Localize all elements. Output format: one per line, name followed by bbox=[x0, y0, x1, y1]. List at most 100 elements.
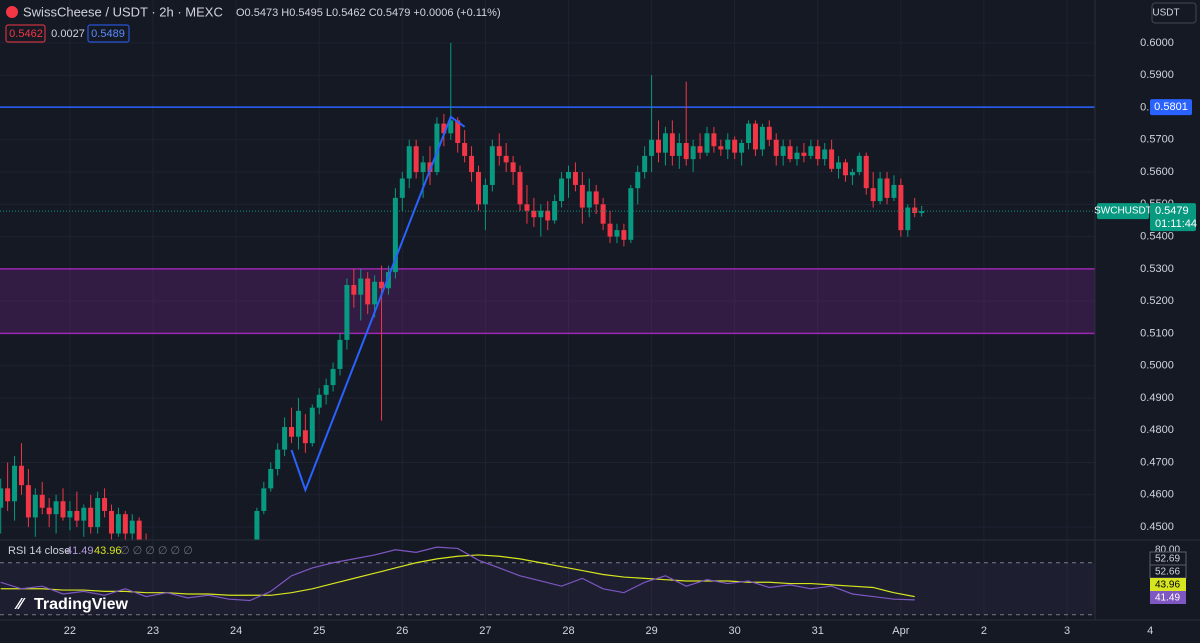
y-tick-label: 0.6000 bbox=[1140, 37, 1174, 49]
zigzag bbox=[290, 115, 466, 493]
candle-body bbox=[503, 155, 509, 163]
candle-body bbox=[136, 520, 142, 540]
candle-body bbox=[344, 285, 350, 340]
candle-body bbox=[870, 188, 876, 202]
rsi-value-box bbox=[1150, 591, 1186, 604]
candle-body bbox=[510, 162, 516, 173]
candle-body bbox=[773, 139, 779, 156]
candle-body bbox=[787, 146, 793, 160]
candle-body bbox=[337, 339, 343, 369]
rsi-axis-value: 41.49 bbox=[1155, 593, 1180, 604]
candle-body bbox=[683, 142, 689, 160]
candle-body bbox=[25, 485, 31, 518]
candle-body bbox=[469, 155, 475, 173]
x-tick-label: Apr bbox=[892, 625, 909, 637]
candle-body bbox=[842, 162, 848, 176]
candle-body bbox=[559, 178, 565, 202]
rsi-line bbox=[0, 546, 915, 602]
candle-body bbox=[649, 139, 655, 156]
y-tick-label: 0.5400 bbox=[1140, 230, 1174, 242]
candle-body bbox=[392, 197, 398, 273]
logo-mark: ⁄⁄ bbox=[14, 596, 26, 613]
candle-body bbox=[489, 146, 495, 185]
currency-button[interactable] bbox=[1151, 2, 1197, 24]
candle-body bbox=[711, 133, 717, 147]
candle-body bbox=[669, 133, 675, 156]
candle-body bbox=[877, 178, 883, 202]
y-tick-label: 0.4600 bbox=[1140, 489, 1174, 501]
candle-body bbox=[434, 123, 440, 173]
x-tick-label: 26 bbox=[396, 625, 408, 637]
candle-body bbox=[600, 204, 606, 224]
candle-body bbox=[621, 230, 627, 240]
rsi-ma-box bbox=[1150, 578, 1186, 591]
candle-body bbox=[836, 162, 842, 169]
y-tick-label: 0.4700 bbox=[1140, 456, 1174, 468]
candle-body bbox=[849, 172, 855, 176]
candle-body bbox=[891, 184, 897, 198]
x-tick-label: 28 bbox=[562, 625, 574, 637]
spread: 0.0027 bbox=[51, 28, 85, 40]
candle-body bbox=[642, 155, 648, 173]
candle-body bbox=[95, 498, 101, 528]
ask-box[interactable] bbox=[87, 24, 130, 43]
candle-body bbox=[5, 488, 11, 502]
x-tick-label: 24 bbox=[230, 625, 242, 637]
candle-body bbox=[545, 210, 551, 221]
candle-body bbox=[517, 172, 523, 205]
bid-box[interactable] bbox=[5, 24, 46, 43]
candle-body bbox=[780, 146, 786, 156]
symbol[interactable]: SwissCheese / USDT · 2h · MEXC bbox=[23, 4, 223, 19]
price-label-box bbox=[1150, 203, 1196, 232]
candle-body bbox=[635, 172, 641, 189]
candle-body bbox=[884, 178, 890, 198]
candle-body bbox=[912, 207, 918, 214]
candle-body bbox=[53, 501, 59, 515]
rsi-ma-line bbox=[0, 554, 915, 598]
candle-body bbox=[919, 211, 925, 214]
candle-body bbox=[905, 207, 911, 231]
x-tick-label: 29 bbox=[645, 625, 657, 637]
y-tick-label: 0.5100 bbox=[1140, 327, 1174, 339]
candle-body bbox=[18, 465, 24, 486]
candle-body bbox=[863, 155, 869, 189]
y-tick-label: 0.5300 bbox=[1140, 263, 1174, 275]
candle-body bbox=[88, 507, 94, 528]
ohlc: O0.5473 H0.5495 L0.5462 C0.5479 +0.0006 … bbox=[236, 7, 501, 19]
candle-body bbox=[462, 142, 468, 156]
candle-body bbox=[372, 281, 378, 305]
rsi-axis-label: 52.69 bbox=[1155, 554, 1180, 565]
candle-body bbox=[275, 449, 281, 469]
candle-body bbox=[822, 149, 828, 160]
candle-body bbox=[676, 142, 682, 156]
candle-body bbox=[614, 230, 620, 237]
candle-body bbox=[385, 272, 391, 289]
candle-body bbox=[482, 184, 488, 205]
rsi-value: 41.49 bbox=[66, 545, 94, 557]
zone bbox=[0, 268, 1095, 334]
candle-body bbox=[898, 184, 904, 231]
candle-body bbox=[261, 488, 267, 511]
candle-body bbox=[32, 494, 38, 518]
price-label: 0.5479 bbox=[1155, 205, 1189, 217]
candle-body bbox=[12, 465, 18, 502]
candle-body bbox=[316, 394, 322, 408]
y-tick-label: 0.5700 bbox=[1140, 134, 1174, 146]
y-tick-label: 0.5600 bbox=[1140, 166, 1174, 178]
x-tick-label: 31 bbox=[812, 625, 824, 637]
rsi-top-label: 80.00 bbox=[1155, 544, 1180, 555]
y-tick-label: 0.4800 bbox=[1140, 424, 1174, 436]
candle-body bbox=[351, 285, 357, 295]
candle-body bbox=[268, 468, 274, 489]
candle-body bbox=[704, 133, 710, 153]
candle-body bbox=[399, 178, 405, 198]
candle-body bbox=[39, 494, 45, 508]
y-tick-label: 0.5900 bbox=[1140, 69, 1174, 81]
candle-body bbox=[46, 507, 52, 515]
candle-body bbox=[628, 188, 634, 240]
hline-label-box bbox=[1150, 99, 1192, 116]
candle-body bbox=[586, 191, 592, 208]
candle-body bbox=[697, 146, 703, 153]
currency: USDT bbox=[1152, 8, 1179, 19]
